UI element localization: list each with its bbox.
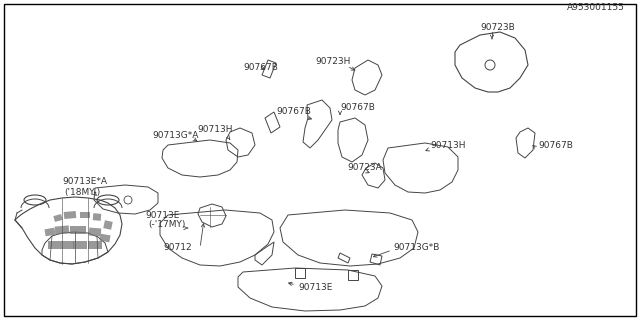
- FancyBboxPatch shape: [54, 225, 69, 235]
- Text: ('18MY-): ('18MY-): [64, 188, 100, 197]
- Text: 90767B: 90767B: [276, 108, 311, 116]
- FancyBboxPatch shape: [99, 234, 111, 242]
- Text: 90713E: 90713E: [145, 211, 179, 220]
- FancyBboxPatch shape: [103, 220, 113, 230]
- Text: 90767B: 90767B: [340, 102, 375, 111]
- FancyBboxPatch shape: [64, 211, 76, 219]
- FancyBboxPatch shape: [80, 212, 90, 218]
- FancyBboxPatch shape: [89, 228, 101, 236]
- Text: (-'17MY): (-'17MY): [148, 220, 186, 229]
- Text: A953001155: A953001155: [567, 3, 625, 12]
- Text: 90713E*A: 90713E*A: [62, 178, 107, 187]
- FancyBboxPatch shape: [93, 213, 101, 221]
- FancyBboxPatch shape: [88, 241, 102, 249]
- Text: 90723A: 90723A: [347, 164, 381, 172]
- FancyBboxPatch shape: [53, 214, 63, 222]
- Text: 90713G*B: 90713G*B: [393, 244, 440, 252]
- FancyBboxPatch shape: [70, 226, 86, 234]
- FancyBboxPatch shape: [62, 241, 74, 249]
- Text: 90723B: 90723B: [480, 23, 515, 33]
- Text: 90713E: 90713E: [298, 284, 332, 292]
- FancyBboxPatch shape: [73, 241, 87, 249]
- Text: 90713H: 90713H: [430, 140, 465, 149]
- FancyBboxPatch shape: [44, 228, 56, 236]
- Text: 90713H: 90713H: [197, 125, 232, 134]
- Text: 90713G*A: 90713G*A: [152, 131, 198, 140]
- Text: 90723H: 90723H: [315, 58, 350, 67]
- Text: 90767B: 90767B: [538, 140, 573, 149]
- Text: 90712: 90712: [163, 244, 191, 252]
- FancyBboxPatch shape: [48, 241, 62, 249]
- Text: 90767B: 90767B: [243, 63, 278, 73]
